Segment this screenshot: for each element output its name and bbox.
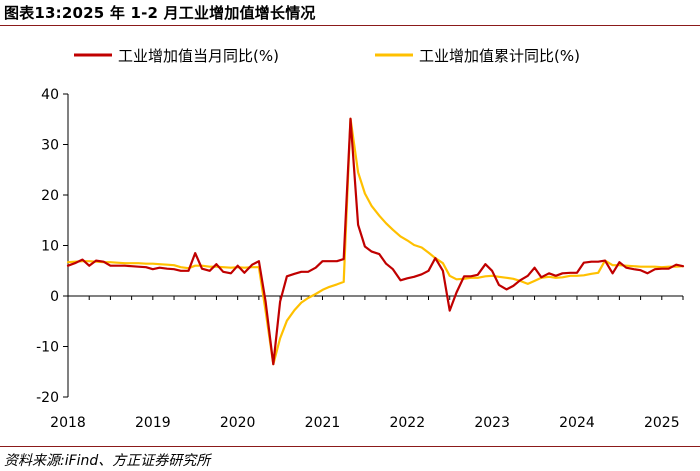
x-tick-label: 2024 [559,415,595,431]
x-tick-label: 2019 [135,415,171,431]
chart-area: 工业增加值当月同比(%) 工业增加值累计同比(%) -20 -10 0 10 20 30 4… [36,47,685,431]
legend-label-cumulative: 工业增加值累计同比(%) [419,47,580,65]
y-tick-label: -20 [36,390,59,406]
y-tick-label: 0 [50,289,59,305]
series-line-cumulative [66,117,685,366]
chart-axes: -20 -10 0 10 20 30 40 2018 2019 2020 2021 2022 2023 2… [36,87,684,431]
y-tick-label: 30 [41,138,59,154]
x-tick-label: 2022 [389,415,425,431]
x-tick-label: 2023 [474,415,510,431]
x-tick-label: 2018 [50,415,86,431]
legend-label-monthly: 工业增加值当月同比(%) [118,47,279,65]
y-tick-label: -10 [36,340,59,356]
chart-series [66,117,685,366]
title-rule [0,25,700,26]
series-line-monthly [66,117,685,366]
source-note: 资料来源:iFind、方正证券研究所 [4,453,211,469]
x-tick-label: 2025 [644,415,680,431]
y-tick-label: 40 [41,87,59,103]
x-tick-label: 2021 [305,415,341,431]
y-tick-label: 20 [41,188,59,204]
chart-title: 图表13:2025 年 1-2 月工业增加值增长情况 [4,4,316,22]
footer-rule [0,446,700,447]
x-tick-label: 2020 [220,415,256,431]
y-tick-label: 10 [41,239,59,255]
chart-legend: 工业增加值当月同比(%) 工业增加值累计同比(%) [74,47,580,65]
